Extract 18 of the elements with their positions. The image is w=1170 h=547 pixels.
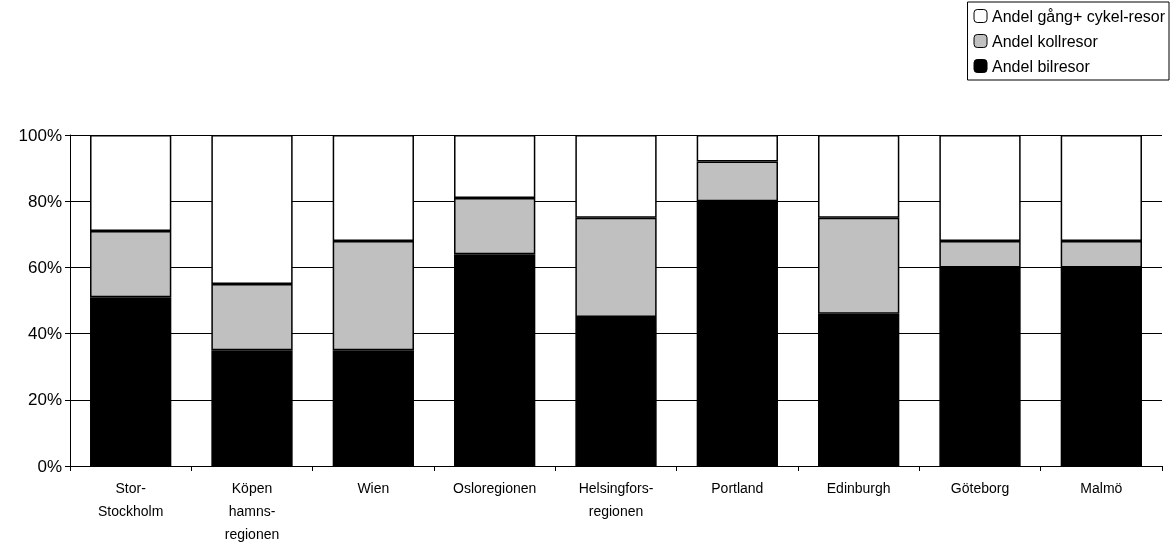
y-tick-label: 0% [37,456,62,476]
x-tick-label: Göteborg [950,479,1010,496]
x-tick-label: Stor- Stockholm [97,479,164,519]
legend-label: Andel gång+ cykel-resor [992,7,1166,25]
legend-label: Andel kollresor [992,32,1099,50]
x-tick-label: Wien [357,479,390,496]
x-tick-label: Köpen hamns- regionen [224,479,280,542]
x-tick-label: Helsingfors- regionen [578,479,654,519]
y-tick-label: 80% [27,191,62,211]
x-tick-label: Portland [711,479,764,496]
y-tick-label: 60% [27,257,62,277]
y-tick-label: 20% [27,390,62,410]
x-tick-label: Malmö [1080,479,1123,496]
x-tick-label: Edinburgh [826,479,891,496]
y-tick-label: 40% [27,324,62,344]
x-tick-label: Osloregionen [453,479,537,496]
legend-label: Andel bilresor [992,57,1091,75]
y-tick-label: 100% [18,125,62,145]
